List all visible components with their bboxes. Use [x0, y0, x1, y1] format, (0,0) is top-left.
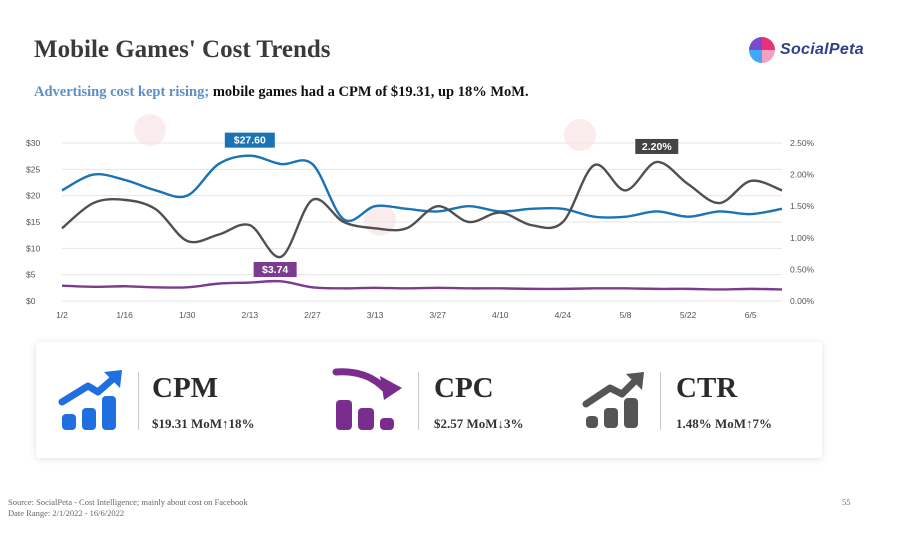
left-tick-label: $5	[26, 270, 36, 280]
date-range-line: Date Range: 2/1/2022 - 16/6/2022	[8, 508, 125, 518]
kpi-divider	[138, 372, 139, 430]
subtitle-highlight: Advertising cost kept rising;	[34, 84, 210, 100]
kpi-divider	[418, 372, 419, 430]
x-tick-label: 3/13	[367, 310, 384, 320]
left-tick-label: $10	[26, 243, 40, 253]
socialpeta-logo: SocialPeta	[748, 36, 864, 64]
x-tick-label: 1/30	[179, 310, 196, 320]
x-tick-label: 4/10	[492, 310, 509, 320]
kpi-name: CTR	[676, 372, 738, 404]
kpi-divider	[660, 372, 661, 430]
page-subtitle: Advertising cost kept rising; mobile gam…	[34, 84, 529, 101]
x-tick-label: 2/27	[304, 310, 321, 320]
left-tick-label: $20	[26, 191, 40, 201]
source-note: Source: SocialPeta - Cost Intelligence; …	[8, 497, 248, 519]
trend-up-bars-icon	[582, 372, 644, 428]
x-tick-label: 5/8	[620, 310, 632, 320]
callout-box	[635, 138, 679, 154]
x-tick-label: 4/24	[555, 310, 572, 320]
left-tick-label: $15	[26, 217, 40, 227]
kpi-name: CPM	[152, 372, 219, 404]
left-tick-label: $25	[26, 164, 40, 174]
page-title: Mobile Games' Cost Trends	[34, 36, 331, 63]
page-number: 55	[842, 497, 851, 507]
series-line-cpc	[61, 279, 783, 291]
left-tick-label: $30	[26, 138, 40, 148]
logo-icon	[749, 37, 775, 63]
right-tick-label: 1.00%	[790, 233, 815, 243]
kpi-cpc: CPC $2.57 MoM↓3%	[332, 342, 572, 458]
source-line: Source: SocialPeta - Cost Intelligence; …	[8, 497, 248, 507]
right-tick-label: 2.50%	[790, 138, 815, 148]
kpi-panel: CPM $19.31 MoM↑18% CPC $2.57 MoM↓3% CTR …	[36, 342, 822, 458]
left-tick-label: $0	[26, 296, 36, 306]
kpi-ctr: CTR 1.48% MoM↑7%	[582, 342, 812, 458]
callout-label: $27.60	[234, 135, 266, 147]
right-tick-label: 0.00%	[790, 296, 815, 306]
logo-text: SocialPeta	[780, 41, 864, 58]
series-line-ctr	[61, 160, 783, 258]
callout-label: $3.74	[262, 264, 288, 276]
callout-label: 2.20%	[642, 141, 672, 153]
x-tick-label: 1/16	[116, 310, 133, 320]
right-tick-label: 0.50%	[790, 264, 815, 274]
x-tick-label: 3/27	[429, 310, 446, 320]
right-tick-label: 1.50%	[790, 201, 815, 211]
trend-up-bars-icon	[58, 370, 122, 430]
callout-box	[253, 262, 297, 277]
subtitle-text: mobile games had a CPM of $19.31, up 18%…	[209, 84, 529, 100]
kpi-name: CPC	[434, 372, 494, 404]
series-line-cpm	[61, 154, 783, 223]
cost-trends-chart: $0 $5 $10 $15 $20 $25 $30 0.00% 0.50% 1.00% 1.50% 2…	[26, 132, 815, 320]
kpi-cpm: CPM $19.31 MoM↑18%	[58, 342, 298, 458]
x-tick-label: 1/2	[56, 310, 68, 320]
kpi-value: $19.31 MoM↑18%	[152, 416, 255, 431]
kpi-value: $2.57 MoM↓3%	[434, 416, 524, 431]
x-tick-label: 2/13	[242, 310, 259, 320]
callout-box	[224, 132, 275, 148]
right-tick-label: 2.00%	[790, 170, 815, 180]
kpi-value: 1.48% MoM↑7%	[676, 416, 773, 431]
trend-down-bars-icon	[332, 368, 402, 430]
x-tick-label: 6/5	[745, 310, 757, 320]
x-tick-label: 5/22	[680, 310, 697, 320]
